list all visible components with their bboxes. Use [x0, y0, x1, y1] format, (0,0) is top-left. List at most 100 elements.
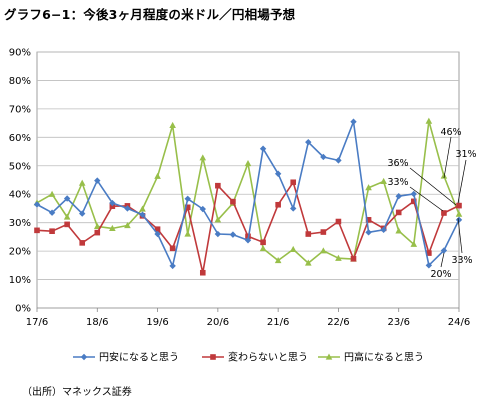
data-point	[440, 172, 448, 179]
data-point	[260, 239, 266, 246]
legend-swatch-marker	[325, 353, 333, 360]
legend-item-unchanged: 変わらないと思う	[202, 351, 308, 364]
chart-title: グラフ6−1：今後3ヶ月程度の米ドル／円相場予想	[4, 7, 296, 22]
gridlines	[37, 51, 459, 280]
data-point	[426, 250, 432, 256]
annotation-label: 31%	[455, 149, 476, 160]
data-point	[139, 211, 146, 218]
data-point	[215, 182, 221, 189]
data-point	[79, 240, 86, 246]
data-point	[320, 247, 327, 254]
data-point	[425, 262, 433, 269]
legend-swatch-marker	[210, 354, 216, 360]
data-point	[320, 153, 327, 161]
y-tick-label: 10%	[9, 275, 31, 286]
data-point	[350, 255, 357, 262]
data-point	[335, 157, 342, 164]
x-tick-label: 19/6	[146, 317, 168, 328]
data-point	[395, 227, 403, 234]
data-point	[305, 231, 312, 237]
data-point	[365, 184, 372, 191]
data-point	[244, 237, 252, 244]
data-point	[33, 201, 41, 208]
data-point	[169, 262, 176, 270]
legend-label: 円高になると思う	[344, 351, 424, 364]
data-point	[335, 218, 342, 225]
data-point	[455, 216, 463, 224]
annotation-label: 46%	[440, 127, 461, 138]
data-point	[109, 224, 116, 231]
x-tick-label: 22/6	[327, 317, 349, 328]
data-point	[124, 222, 131, 229]
data-point	[335, 254, 342, 261]
y-tick-label: 60%	[9, 133, 31, 144]
data-point	[274, 256, 282, 264]
source-note: （出所）マネックス証券	[22, 387, 132, 398]
annotation-leader	[457, 217, 463, 254]
legend-label: 円安になると思う	[99, 351, 179, 364]
annotation-leader	[409, 167, 457, 206]
data-point	[456, 202, 462, 209]
data-point	[48, 190, 56, 197]
data-point	[78, 179, 86, 186]
data-point	[154, 172, 161, 179]
y-tick-label: 90%	[9, 48, 31, 59]
data-point	[395, 209, 402, 216]
series-layer	[33, 117, 463, 276]
data-point	[79, 210, 86, 217]
data-point	[184, 204, 191, 211]
y-tick-label: 20%	[9, 247, 31, 258]
data-point	[199, 269, 206, 276]
annotation-label: 33%	[451, 255, 472, 266]
data-point	[410, 198, 417, 205]
legend: 円安になると思う 変わらないと思う 円高になると思う	[73, 351, 424, 364]
data-point	[441, 210, 447, 216]
data-point	[320, 229, 327, 235]
data-point	[139, 205, 146, 212]
data-point	[94, 177, 101, 184]
data-point	[290, 179, 297, 186]
data-point	[154, 230, 161, 238]
data-point	[365, 229, 372, 236]
data-point	[229, 231, 237, 238]
annotation-label: 36%	[387, 158, 408, 169]
plot-area	[36, 51, 460, 309]
data-point	[184, 230, 192, 237]
data-point	[230, 198, 236, 205]
data-point	[124, 205, 131, 212]
data-point	[244, 160, 252, 167]
x-axis-ticks: 17/6 18/6 19/6 20/6 21/6 22/6 23/6 24/6	[26, 308, 470, 328]
data-point	[440, 247, 448, 254]
x-tick-label: 23/6	[387, 317, 409, 328]
data-point	[410, 240, 418, 247]
y-tick-label: 0%	[15, 304, 31, 315]
data-point	[214, 230, 222, 238]
data-point	[380, 226, 387, 233]
data-point	[289, 245, 297, 253]
data-point	[365, 217, 372, 223]
annotation-leader	[409, 186, 444, 212]
data-point	[395, 193, 402, 200]
legend-label: 変わらないと思う	[228, 351, 308, 364]
data-point	[425, 117, 433, 124]
x-tick-label: 21/6	[267, 317, 289, 328]
y-axis-ticks: 0% 10% 20% 30% 40% 50% 60% 70% 80% 90%	[9, 48, 31, 315]
data-point	[290, 205, 297, 212]
x-tick-label: 20/6	[207, 317, 229, 328]
data-point	[259, 245, 267, 252]
x-tick-label: 17/6	[26, 317, 48, 328]
data-point	[169, 245, 176, 252]
data-point	[63, 213, 71, 220]
data-point	[350, 118, 357, 125]
data-point	[63, 195, 71, 202]
data-point	[48, 209, 56, 216]
annotation-layer: 46%31%36%33%20%33%	[387, 127, 476, 280]
annotation-leader	[440, 252, 445, 268]
x-tick-label: 24/6	[448, 317, 470, 328]
data-point	[109, 199, 116, 207]
annotation-label: 33%	[387, 177, 408, 188]
data-point	[274, 170, 282, 177]
data-point	[184, 195, 191, 202]
data-point	[275, 201, 281, 208]
